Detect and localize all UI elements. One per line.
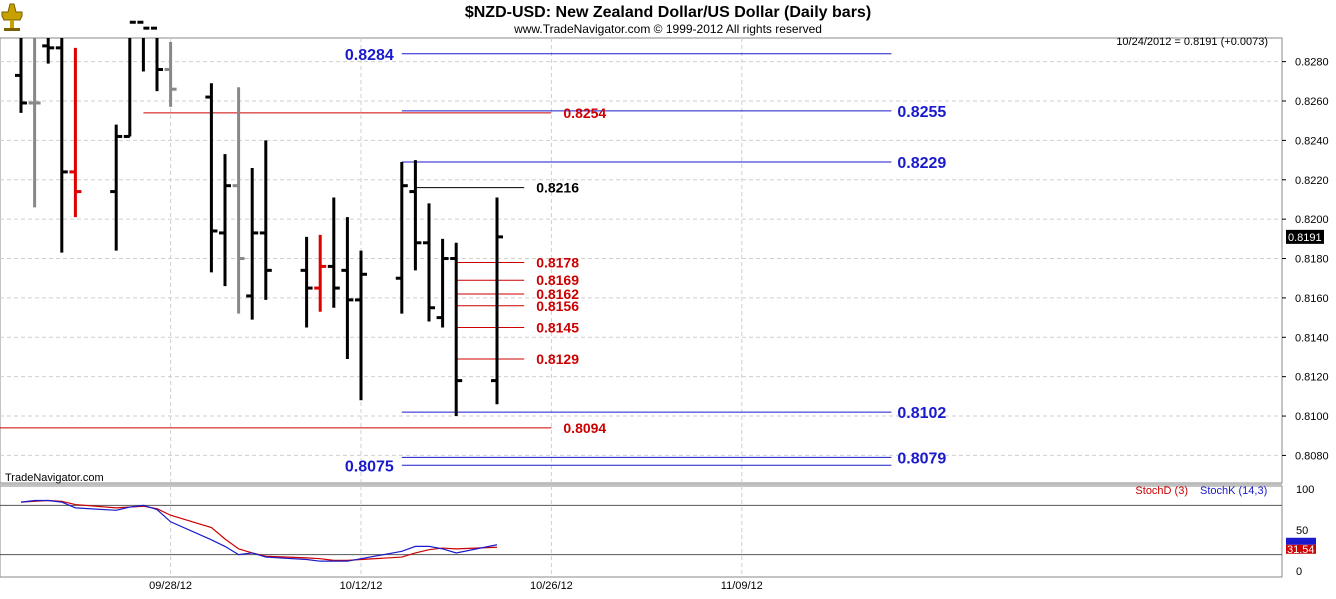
y-tick-label: 0.8260: [1295, 96, 1329, 108]
level-label: 0.8255: [897, 104, 946, 121]
stoch-d-line: [20, 499, 498, 561]
level-label: 0.8169: [536, 272, 579, 288]
y-tick-label: 0.8280: [1295, 57, 1329, 69]
grid-layer: [0, 37, 1283, 578]
level-label: 0.8094: [563, 420, 606, 436]
last-price-label: 0.8191: [1288, 232, 1322, 244]
indicator-panel-frame: [0, 485, 1283, 578]
level-label: 0.8178: [536, 254, 579, 270]
y-tick-label: 0.8080: [1295, 450, 1329, 462]
y-tick-label: 0.8140: [1295, 332, 1329, 344]
last-price-box: [1286, 229, 1324, 244]
stoch-tick-label: 0: [1296, 566, 1302, 578]
level-label: 0.8129: [536, 351, 579, 367]
bar-layer: [15, 20, 503, 417]
level-label: 0.8145: [536, 319, 579, 335]
last-quote-label: 10/24/2012 = 0.8191 (+0.0073): [1116, 36, 1268, 48]
level-label: 0.8254: [563, 105, 606, 121]
axis-layer: 0.8080 0.8100 0.8120 0.8140 0.8160 0.8180 0.82…: [149, 57, 1328, 592]
chart-title: $NZD-USD: New Zealand Dollar/US Dollar (…: [465, 4, 871, 21]
chart-copyright: www.TradeNavigator.com © 1999-2012 All r…: [513, 22, 822, 36]
x-tick-label: 11/09/12: [721, 580, 763, 592]
level-label: 0.8162: [536, 286, 579, 302]
watermark-text: TradeNavigator.com: [5, 472, 104, 484]
stoch-tick-label: 100: [1296, 484, 1314, 496]
stoch-k-line: [20, 499, 498, 562]
x-tick-label: 09/28/12: [149, 580, 192, 592]
level-label: 0.8284: [345, 47, 394, 64]
stoch-last-box-d: [1286, 544, 1316, 554]
level-label: 0.8156: [536, 298, 579, 314]
level-layer: 0.8284 0.8255 0.8254 0.8229 0.8216 0.8178 0.81…: [0, 47, 946, 475]
y-tick-label: 0.8180: [1295, 254, 1329, 266]
y-tick-label: 0.8120: [1295, 372, 1329, 384]
logo-icon: [1, 3, 23, 31]
y-tick-label: 0.8160: [1295, 293, 1329, 305]
level-label: 0.8075: [345, 458, 394, 475]
y-tick-label: 0.8100: [1295, 411, 1329, 423]
y-tick-label: 0.8220: [1295, 175, 1329, 187]
y-tick-label: 0.8240: [1295, 135, 1329, 147]
level-label: 0.8229: [897, 155, 946, 172]
level-label: 0.8216: [536, 180, 579, 196]
indicator-layer: StochD (3) StochK (14,3): [0, 485, 1282, 562]
level-label: 0.8079: [897, 450, 946, 467]
stoch-last-box-k: [1286, 537, 1316, 545]
level-label: 0.8102: [897, 405, 946, 422]
legend-stoch-d: StochD (3): [1135, 485, 1188, 497]
x-tick-label: 10/12/12: [340, 580, 383, 592]
legend-stoch-k: StochK (14,3): [1200, 485, 1267, 497]
stoch-tick-label: 50: [1296, 525, 1308, 537]
stoch-last-label: 31.54: [1287, 544, 1315, 556]
x-tick-label: 10/26/12: [530, 580, 573, 592]
y-tick-label: 0.8200: [1295, 214, 1329, 226]
